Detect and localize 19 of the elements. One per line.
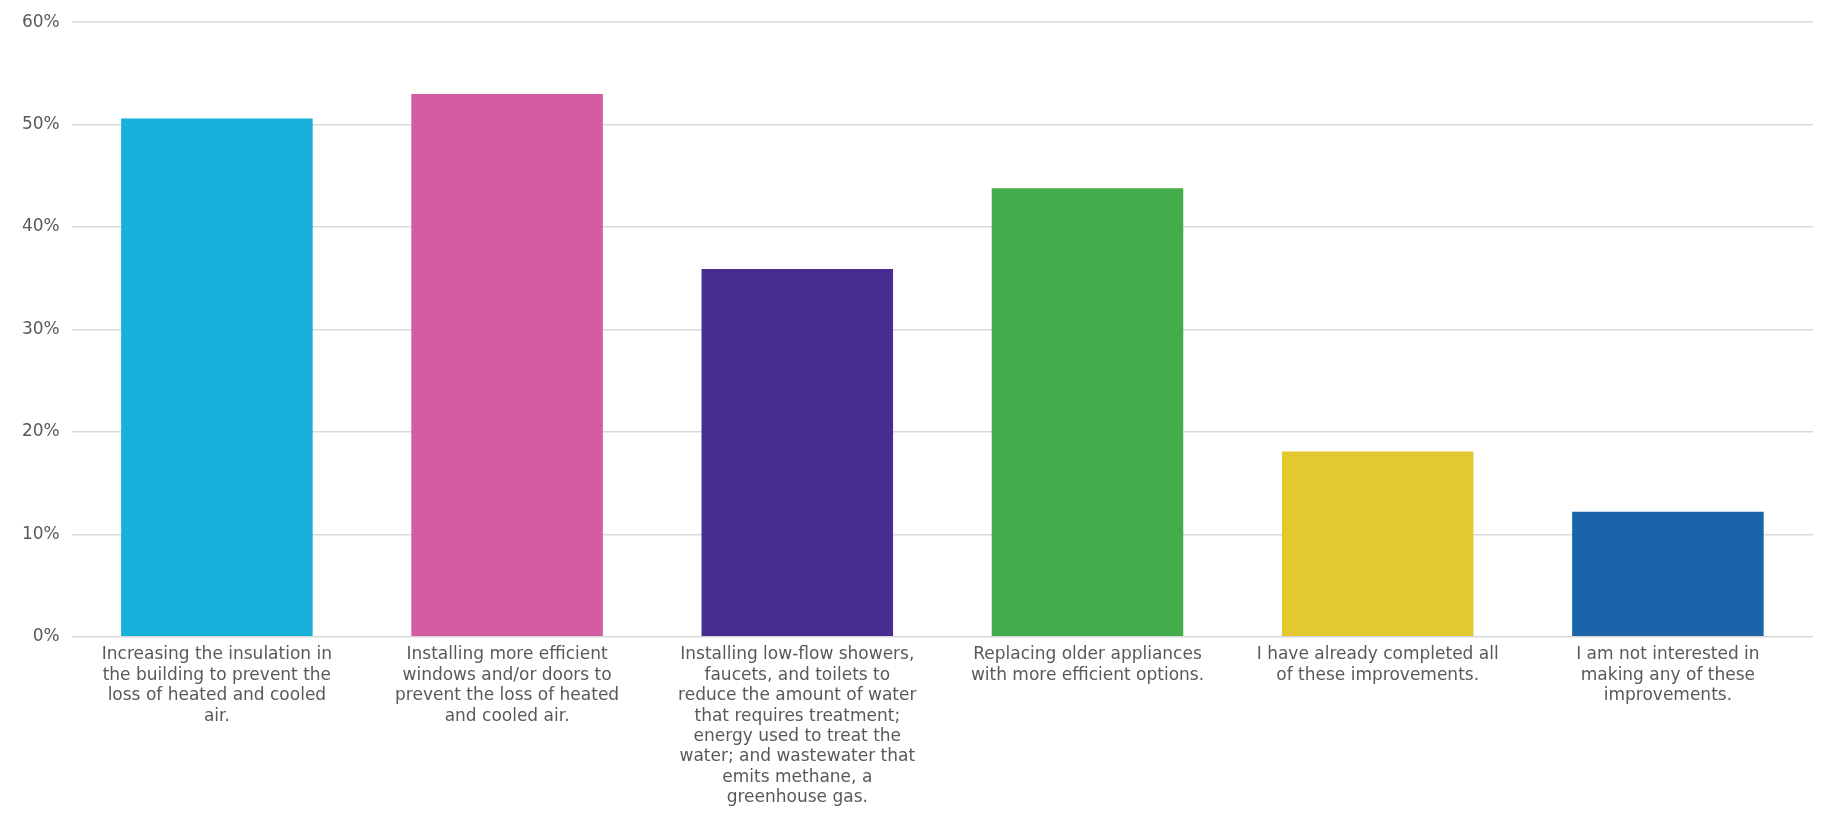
- y-tick-label: 50%: [21, 113, 60, 134]
- bar: [1281, 451, 1474, 637]
- bar: [991, 188, 1184, 637]
- y-tick-label: 0%: [32, 625, 60, 646]
- y-tick-label: 20%: [21, 420, 60, 441]
- bar: [1572, 511, 1764, 637]
- x-tick-label: Installing more efficient windows and/or doors to prevent the loss of heated and cooled air.: [395, 643, 620, 725]
- y-tick-label: 40%: [21, 215, 60, 236]
- bar: [701, 269, 894, 637]
- x-tick-label: Installing low-flow showers, faucets, and toilets to reduce the amount of water that requires treatment; energy used to treat the water; and wastewater that emits methane, a greenhouse gas.: [678, 643, 917, 807]
- y-tick-label: 60%: [21, 10, 60, 31]
- x-tick-label: I have already completed all of these improvements.: [1256, 643, 1499, 684]
- y-tick-label: 10%: [21, 522, 60, 543]
- y-tick-label: 30%: [21, 317, 60, 338]
- bar: [121, 118, 313, 637]
- x-tick-label: I am not interested in making any of these improvements.: [1576, 643, 1760, 705]
- x-tick-label: Increasing the insulation in the building to prevent the loss of heated and cooled air.: [101, 643, 332, 725]
- bar: [411, 93, 603, 637]
- x-tick-label: Replacing older appliances with more efficient options.: [970, 643, 1205, 684]
